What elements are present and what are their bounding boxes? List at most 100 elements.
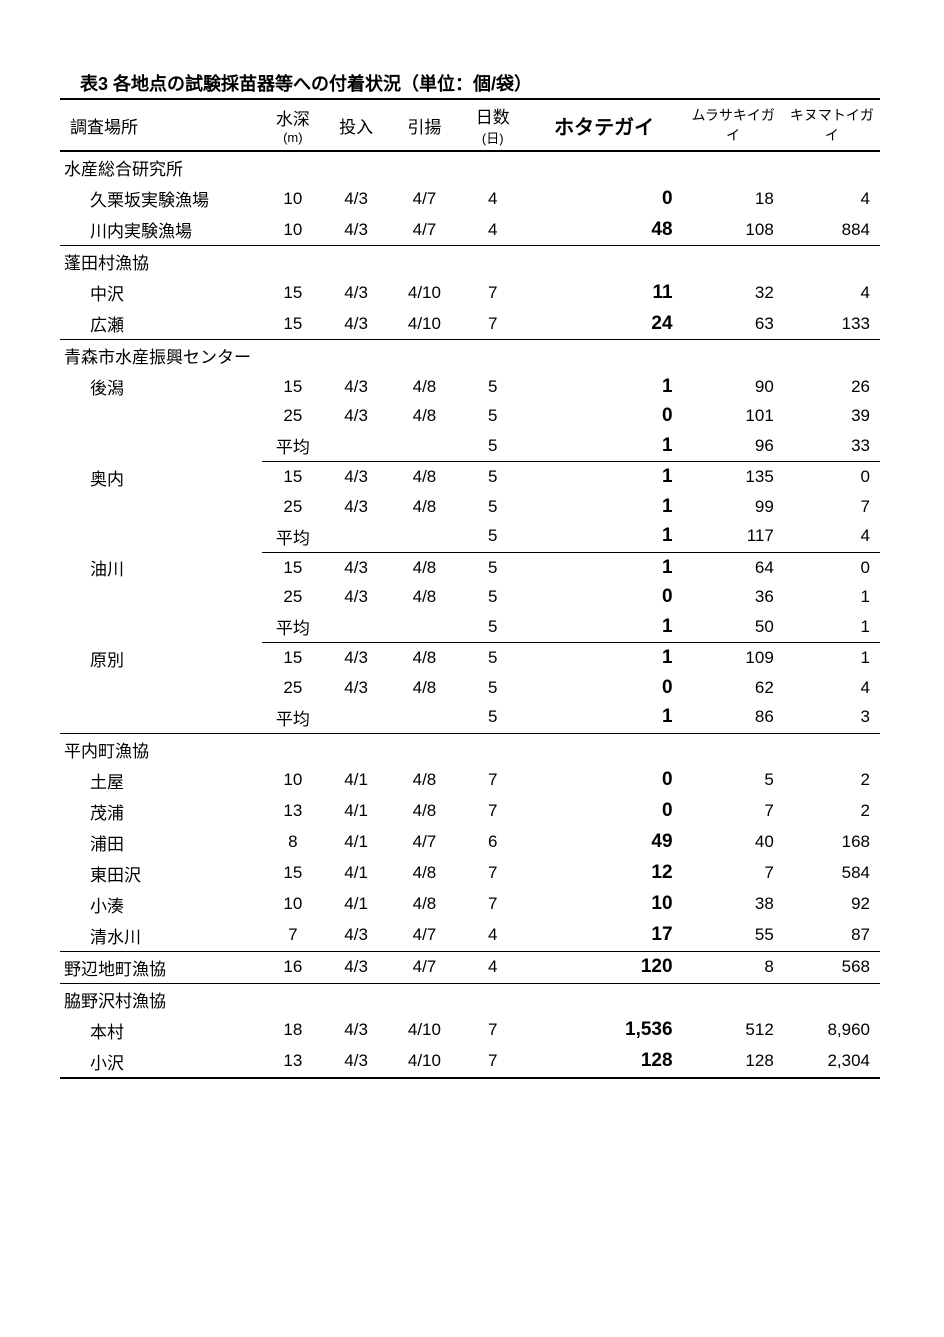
cell: 4/1 [323,858,389,889]
cell: 広瀬 [60,308,262,340]
cell: 50 [683,611,784,643]
cell: 中沢 [60,277,262,308]
cell: 0 [526,183,683,214]
cell: 4/7 [389,827,460,858]
cell: 120 [526,951,683,983]
table-row: 土屋104/14/87052 [60,765,880,796]
cell: 63 [683,308,784,340]
cell: 本村 [60,1015,262,1046]
cell: 5 [460,552,526,583]
cell: 17 [526,920,683,952]
cell: 24 [526,308,683,340]
cell: 15 [262,308,323,340]
cell: 4/7 [389,951,460,983]
cell: 512 [683,1015,784,1046]
cell: 0 [784,552,880,583]
header-location: 調査場所 [60,99,262,151]
cell: 4/7 [389,183,460,214]
table-row: 小湊104/14/87103892 [60,889,880,920]
cell [60,674,262,702]
cell: 7 [460,858,526,889]
table-row: 油川154/34/851640 [60,552,880,583]
cell [389,430,460,462]
cell: 13 [262,796,323,827]
cell: 5 [460,611,526,643]
cell [60,493,262,521]
cell [323,430,389,462]
cell: 8 [262,827,323,858]
cell: 4/3 [323,183,389,214]
cell: 39 [784,402,880,430]
cell: 10 [526,889,683,920]
section-header-row: 蓬田村漁協 [60,246,880,278]
cell: 40 [683,827,784,858]
cell: 1 [784,611,880,643]
cell: 野辺地町漁協 [60,951,262,983]
cell: 4/3 [323,552,389,583]
data-table: 調査場所 水深(m) 投入 引揚 日数(日) ホタテガイ ムラサキイガイ キヌマ… [60,98,880,1079]
cell: 7 [460,277,526,308]
cell: 5 [683,765,784,796]
cell: 48 [526,214,683,246]
cell: 18 [262,1015,323,1046]
cell: 4/3 [323,920,389,952]
cell: 33 [784,430,880,462]
cell: 7 [683,796,784,827]
cell: 0 [526,402,683,430]
cell: 4/8 [389,858,460,889]
table-row: 川内実験漁場104/34/7448108884 [60,214,880,246]
cell: 8,960 [784,1015,880,1046]
cell [323,702,389,734]
cell: 平内町漁協 [60,733,880,765]
cell: 4/1 [323,889,389,920]
table-row: 中沢154/34/10711324 [60,277,880,308]
cell: 55 [683,920,784,952]
cell: 15 [262,371,323,402]
table-row: 254/34/85010139 [60,402,880,430]
cell: 後潟 [60,371,262,402]
header-row: 調査場所 水深(m) 投入 引揚 日数(日) ホタテガイ ムラサキイガイ キヌマ… [60,99,880,151]
cell: 6 [460,827,526,858]
cell: 水産総合研究所 [60,151,880,183]
cell: 5 [460,402,526,430]
cell: 96 [683,430,784,462]
cell: 4/10 [389,1015,460,1046]
header-output: 引揚 [389,99,460,151]
cell: 108 [683,214,784,246]
cell: 1 [526,643,683,674]
cell: 128 [526,1046,683,1078]
cell: 奥内 [60,462,262,493]
cell: 4 [784,521,880,553]
cell: 10 [262,214,323,246]
cell: 0 [784,462,880,493]
header-hotate: ホタテガイ [526,99,683,151]
cell: 25 [262,402,323,430]
cell: 128 [683,1046,784,1078]
cell: 90 [683,371,784,402]
cell: 2,304 [784,1046,880,1078]
cell: 15 [262,277,323,308]
cell: 4/3 [323,1046,389,1078]
cell: 62 [683,674,784,702]
cell: 4/1 [323,765,389,796]
cell: 4/1 [323,796,389,827]
cell: 12 [526,858,683,889]
cell: 油川 [60,552,262,583]
cell: 4/3 [323,277,389,308]
cell: 86 [683,702,784,734]
cell: 1 [526,493,683,521]
cell: 7 [460,889,526,920]
table-row: 奥内154/34/8511350 [60,462,880,493]
cell: 4/3 [323,951,389,983]
cell: 25 [262,583,323,611]
cell: 7 [460,1015,526,1046]
cell: 7 [460,308,526,340]
cell [60,430,262,462]
cell: 4 [784,183,880,214]
cell: 2 [784,765,880,796]
table-row: 清水川74/34/74175587 [60,920,880,952]
cell: 117 [683,521,784,553]
table-row: 浦田84/14/764940168 [60,827,880,858]
cell: 92 [784,889,880,920]
cell: 4/7 [389,920,460,952]
